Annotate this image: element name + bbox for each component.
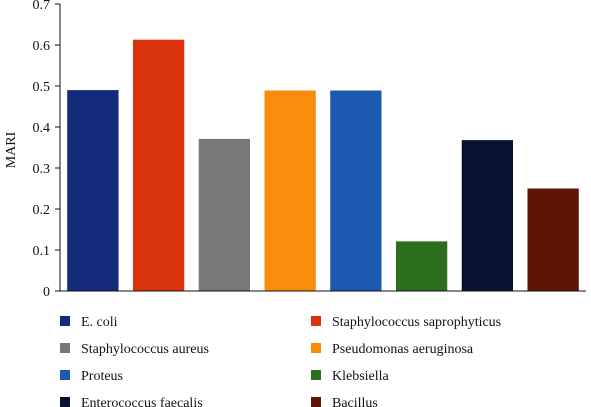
legend-label: E. coli [81, 315, 118, 330]
legend-swatch [60, 370, 70, 380]
legend-label: Bacillus [332, 396, 378, 407]
legend-swatch [60, 343, 70, 353]
legend: E. coli Staphylococcus saprophyticus Staph… [60, 315, 501, 407]
y-tick-label: 0.5 [33, 80, 51, 95]
legend-swatch [311, 397, 321, 407]
legend-swatch [60, 397, 70, 407]
bar-bacillus [527, 188, 579, 291]
legend-swatch [311, 370, 321, 380]
legend-label: Proteus [81, 369, 123, 384]
legend-label: Klebsiella [332, 369, 390, 384]
legend-label: Staphylococcus saprophyticus [332, 315, 501, 330]
bar-pseudomonas-aeruginosa [264, 90, 316, 291]
legend-label: Staphylococcus aureus [81, 342, 209, 357]
legend-label: Enterococcus faecalis [81, 396, 203, 407]
y-tick-label: 0.3 [33, 162, 51, 177]
legend-swatch [60, 316, 70, 326]
legend-label: Pseudomonas aeruginosa [332, 342, 474, 357]
bar-staphylococcus-aureus [198, 138, 251, 291]
legend-swatch [311, 343, 321, 353]
axes [59, 4, 586, 292]
y-tick-label: 0.7 [33, 0, 51, 13]
bar-e-coli [67, 90, 119, 291]
y-tick-label: 0.4 [33, 121, 51, 136]
y-axis-ticks: 0 0.1 0.2 0.3 0.4 0.5 0.6 0.7 [33, 0, 60, 300]
y-tick-label: 0 [43, 285, 50, 300]
bar-staphylococcus-saprophyticus [132, 39, 185, 291]
bar-enterococcus-faecalis [461, 140, 514, 291]
legend-swatch [311, 316, 321, 326]
y-tick-label: 0.2 [33, 203, 51, 218]
bar-proteus [330, 90, 382, 291]
bar-klebsiella [395, 241, 448, 291]
y-tick-label: 0.6 [33, 39, 51, 54]
bars [67, 39, 579, 291]
y-tick-label: 0.1 [33, 244, 51, 259]
y-axis-title: MARI [4, 131, 19, 168]
